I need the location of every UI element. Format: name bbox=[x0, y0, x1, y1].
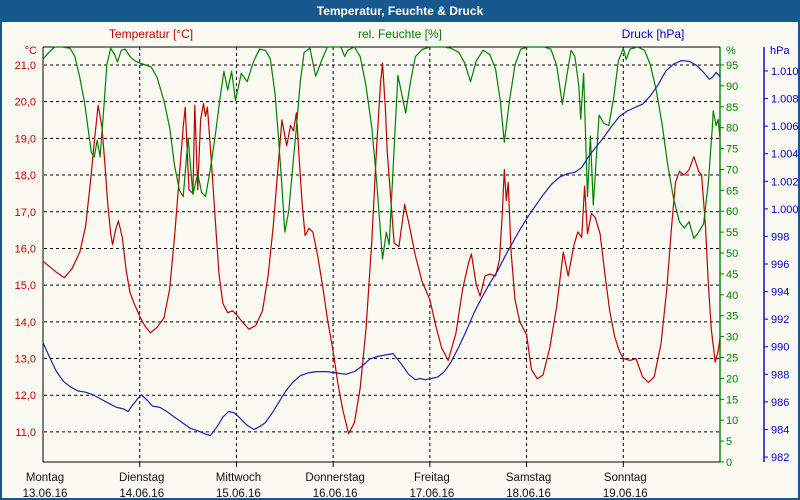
temperature-tick-label: 18,0 bbox=[15, 170, 36, 182]
weekday-label: Freitag bbox=[414, 472, 450, 484]
date-label: 17.06.16 bbox=[409, 488, 454, 500]
humidity-tick-label: 50 bbox=[726, 248, 738, 260]
temperature-series-line bbox=[42, 62, 721, 435]
humidity-tick-label: 75 bbox=[726, 144, 738, 156]
humidity-tick-label: 35 bbox=[726, 311, 738, 323]
humidity-tick-label: 30 bbox=[726, 332, 738, 344]
humidity-tick-label: 15 bbox=[726, 394, 738, 406]
temperature-unit-label: °C bbox=[25, 45, 37, 57]
pressure-tick-label: 1.002 bbox=[771, 176, 799, 188]
humidity-tick-label: 60 bbox=[726, 206, 738, 218]
temperature-tick-label: 13,0 bbox=[15, 354, 36, 366]
temperature-tick-label: 17,0 bbox=[15, 207, 36, 219]
humidity-tick-label: 80 bbox=[726, 123, 738, 135]
weekday-label: Dienstag bbox=[119, 472, 164, 484]
temperature-tick-label: 19,0 bbox=[15, 133, 36, 145]
temperature-tick-label: 21,0 bbox=[15, 60, 36, 72]
humidity-unit-label: % bbox=[726, 45, 736, 57]
weekday-label: Sonntag bbox=[604, 472, 647, 484]
temperature-tick-label: 16,0 bbox=[15, 243, 36, 255]
pressure-tick-label: 996 bbox=[771, 259, 789, 271]
pressure-tick-label: 994 bbox=[771, 287, 789, 299]
humidity-tick-label: 25 bbox=[726, 353, 738, 365]
temperature-tick-label: 12,0 bbox=[15, 390, 36, 402]
pressure-tick-label: 990 bbox=[771, 342, 789, 354]
weekday-label: Montag bbox=[26, 472, 64, 484]
humidity-tick-label: 40 bbox=[726, 290, 738, 302]
humidity-tick-label: 70 bbox=[726, 164, 738, 176]
temperature-tick-label: 15,0 bbox=[15, 280, 36, 292]
date-label: 18.06.16 bbox=[506, 488, 551, 500]
temperature-tick-label: 20,0 bbox=[15, 97, 36, 109]
pressure-tick-label: 1.008 bbox=[771, 94, 799, 106]
pressure-tick-label: 1.006 bbox=[771, 121, 799, 133]
humidity-tick-label: 45 bbox=[726, 269, 738, 281]
window-title-bar: Temperatur, Feuchte & Druck bbox=[2, 2, 798, 22]
humidity-tick-label: 10 bbox=[726, 415, 738, 427]
pressure-tick-label: 998 bbox=[771, 231, 789, 243]
pressure-tick-label: 986 bbox=[771, 397, 789, 409]
humidity-tick-label: 55 bbox=[726, 227, 738, 239]
pressure-tick-label: 992 bbox=[771, 314, 789, 326]
humidity-tick-label: 85 bbox=[726, 102, 738, 114]
humidity-tick-label: 65 bbox=[726, 185, 738, 197]
temperature-tick-label: 11,0 bbox=[15, 427, 36, 439]
humidity-tick-label: 5 bbox=[726, 436, 732, 448]
humidity-tick-label: 20 bbox=[726, 373, 738, 385]
temperature-axis-title: Temperatur [°C] bbox=[108, 27, 194, 41]
pressure-tick-label: 984 bbox=[771, 424, 789, 436]
pressure-unit-label: hPa bbox=[770, 45, 790, 57]
temperature-tick-label: 14,0 bbox=[15, 317, 36, 329]
pressure-tick-label: 1.000 bbox=[771, 204, 799, 216]
date-label: 16.06.16 bbox=[313, 488, 358, 500]
date-label: 13.06.16 bbox=[23, 488, 68, 500]
humidity-tick-label: 0 bbox=[726, 457, 732, 469]
humidity-series-line bbox=[42, 46, 721, 260]
pressure-tick-label: 982 bbox=[771, 452, 789, 464]
pressure-axis-title: Druck [hPa] bbox=[621, 27, 685, 41]
window-title: Temperatur, Feuchte & Druck bbox=[316, 4, 484, 18]
date-label: 15.06.16 bbox=[216, 488, 261, 500]
humidity-tick-label: 95 bbox=[726, 60, 738, 72]
pressure-tick-label: 988 bbox=[771, 369, 789, 381]
date-label: 14.06.16 bbox=[119, 488, 164, 500]
pressure-tick-label: 1.004 bbox=[771, 149, 799, 161]
pressure-tick-label: 1.010 bbox=[771, 66, 799, 78]
weekday-label: Mittwoch bbox=[216, 472, 261, 484]
date-label: 19.06.16 bbox=[603, 488, 648, 500]
weekday-label: Donnerstag bbox=[305, 472, 364, 484]
humidity-tick-label: 90 bbox=[726, 81, 738, 93]
humidity-axis-title: rel. Feuchte [%] bbox=[357, 27, 443, 41]
weekday-label: Samstag bbox=[506, 472, 551, 484]
pressure-series-line bbox=[42, 59, 721, 437]
